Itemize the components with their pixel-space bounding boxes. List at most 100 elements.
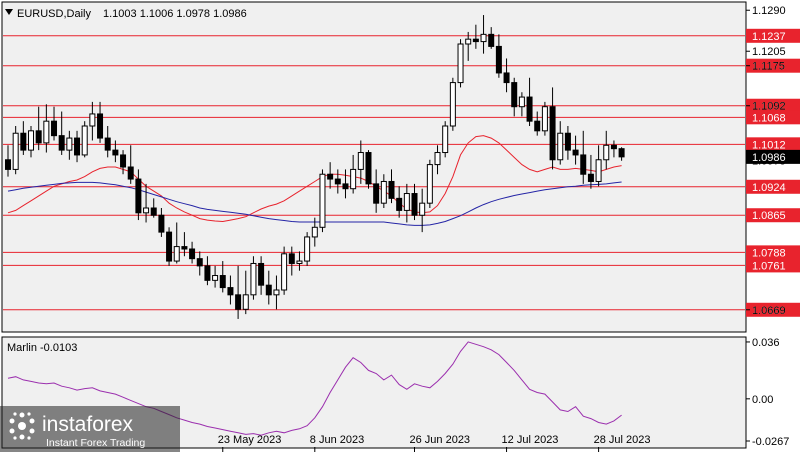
current-price-label: 1.0986 (752, 152, 786, 164)
candle-body (135, 178, 142, 214)
candle (603, 130, 610, 170)
candle (189, 241, 196, 264)
candle (304, 232, 311, 266)
price-tick-label: 1.1092 (752, 101, 786, 113)
candle (503, 58, 510, 93)
candle-body (411, 193, 418, 216)
candle-body (250, 262, 257, 296)
candle (480, 15, 487, 54)
candle (419, 188, 426, 233)
candle (5, 145, 11, 177)
candle (311, 217, 318, 247)
candle (618, 147, 625, 161)
candle (411, 183, 418, 221)
candle (204, 256, 211, 286)
candle (296, 251, 303, 271)
candle-body (357, 152, 364, 170)
candle (258, 256, 265, 295)
candle-body (219, 275, 226, 289)
candle (112, 140, 119, 163)
candle-body (526, 96, 533, 122)
candle-body (549, 106, 556, 161)
ohlc-label: 1.1003 1.1006 1.0978 1.0986 (103, 8, 247, 20)
candle-body (235, 294, 242, 310)
candle (143, 183, 150, 223)
candle-body (511, 82, 518, 108)
symbol-label: EURUSD,Daily (17, 8, 91, 20)
candle (166, 227, 173, 266)
candle-body (457, 43, 464, 84)
level-label-box (746, 28, 800, 43)
marlin-line (7, 341, 622, 436)
candle-body (196, 258, 203, 267)
level-label: 1.1092 (752, 101, 786, 113)
candle (235, 265, 242, 319)
candle (534, 111, 541, 136)
candle-body (74, 137, 81, 156)
marlin-tick-label: -0.0267 (752, 436, 789, 448)
candle-body (541, 106, 548, 132)
level-label: 1.1068 (752, 112, 786, 124)
level-label-box (746, 137, 800, 152)
candle (334, 169, 341, 194)
candle-body (143, 207, 150, 214)
candle-body (350, 168, 357, 190)
candle (518, 92, 525, 117)
candle (511, 77, 518, 117)
level-label-box (746, 58, 800, 73)
candle-body (158, 214, 165, 233)
candle-body (304, 236, 311, 262)
candle-body (150, 207, 157, 216)
candle-body (242, 294, 249, 310)
marlin-tick-label: 0.00 (752, 394, 773, 406)
candle (89, 101, 96, 141)
candle (365, 150, 372, 189)
candle-body (503, 72, 510, 84)
candles (5, 15, 625, 319)
candle (449, 77, 456, 131)
level-label: 1.0865 (752, 210, 786, 222)
candle (327, 162, 334, 189)
candle (357, 140, 364, 184)
candle (58, 111, 65, 155)
candle (104, 126, 111, 158)
candle (380, 174, 387, 208)
candle-body (580, 154, 587, 175)
candle (158, 208, 165, 237)
level-lines (3, 35, 745, 311)
candle (319, 169, 326, 233)
candle-body (403, 193, 410, 211)
candle (526, 77, 533, 126)
candle-body (120, 154, 127, 168)
candle (127, 145, 134, 184)
marlin-tick-label: 0.036 (752, 337, 780, 349)
candle-body (28, 130, 35, 151)
candle-body (319, 173, 326, 228)
candle-body (388, 180, 395, 199)
candle-body (434, 152, 441, 166)
watermark-tagline: Instant Forex Trading (46, 437, 145, 449)
candle-body (488, 33, 495, 47)
candle-body (20, 132, 27, 151)
candle (20, 121, 27, 155)
candle (135, 169, 142, 221)
candle-body (442, 125, 449, 154)
price-tick-label: 1.1175 (752, 61, 785, 73)
candle-body (419, 202, 426, 216)
level-label-box (746, 98, 800, 113)
date-label: 8 Jun 2023 (310, 434, 364, 446)
candle (457, 39, 464, 88)
price-tick-label: 1.0669 (752, 305, 786, 317)
candle (250, 256, 257, 300)
date-label: 12 Jul 2023 (502, 434, 559, 446)
level-label-box (746, 302, 800, 317)
level-label: 1.0924 (752, 182, 786, 194)
candle (242, 270, 249, 315)
chart-header: EURUSD,Daily 1.1003 1.1006 1.0978 1.0986 (5, 8, 247, 20)
candle-body (449, 82, 456, 127)
dropdown-triangle-icon[interactable] (5, 9, 13, 15)
candle (472, 24, 479, 49)
candle (587, 154, 594, 189)
candle (465, 31, 472, 61)
